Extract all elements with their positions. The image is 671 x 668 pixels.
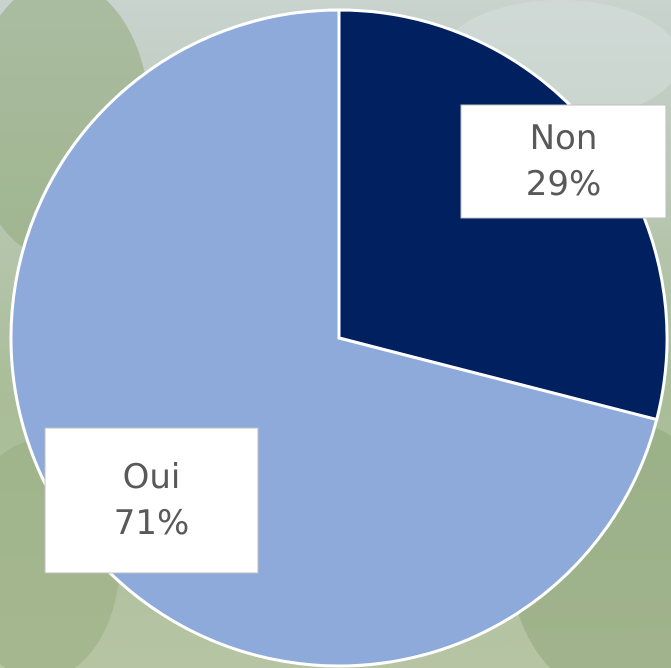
slide: Non 29% Oui 71%: [0, 0, 671, 668]
value-label: 71%: [114, 503, 190, 543]
category-label: Non: [530, 118, 598, 158]
label-box: [45, 428, 258, 573]
value-label: 29%: [526, 164, 602, 204]
category-label: Oui: [123, 457, 181, 497]
chart: Non 29% Oui 71%: [0, 0, 671, 668]
